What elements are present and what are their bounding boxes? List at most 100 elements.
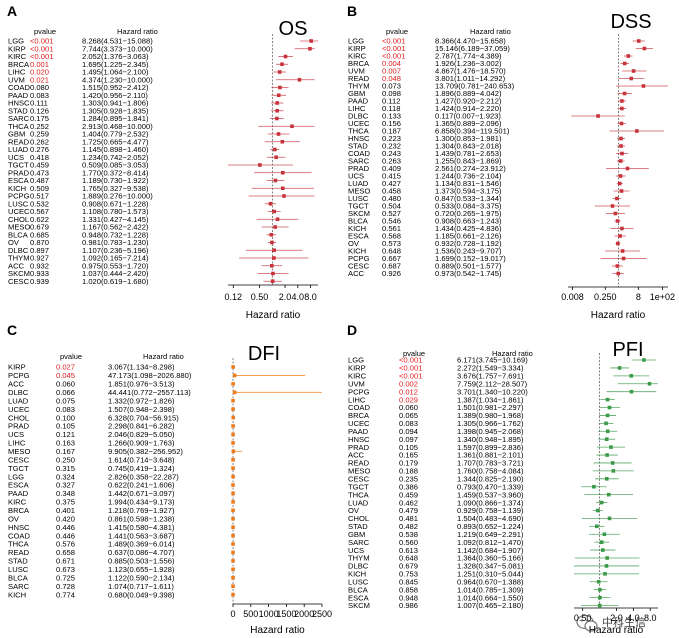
- row-label: BRCA: [348, 411, 370, 420]
- row-hazard-ratio: 1.424(0.914−2.220): [435, 104, 502, 113]
- row-pvalue: 0.100: [56, 413, 75, 422]
- row-pvalue: 0.927: [30, 254, 49, 263]
- row-hazard-ratio: 1.218(0.769−1.927): [108, 506, 175, 515]
- hr-point: [277, 70, 282, 74]
- row-label: ESCA: [348, 232, 370, 241]
- forest-row: MESO 0.458 1.373(0.594−3.175): [348, 187, 630, 196]
- row-hazard-ratio: 0.893(0.652−1.224): [457, 522, 524, 531]
- row-pvalue: 0.235: [399, 475, 418, 484]
- forest-row: READ 0.048 3.801(1.011−14.292): [348, 74, 644, 83]
- row-hazard-ratio: 0.973(0.542−1.745): [435, 269, 502, 278]
- row-pvalue: <0.001: [399, 372, 422, 381]
- forest-row: PCPG 0.667 1.699(0.152−19.017): [348, 254, 647, 263]
- row-label: UCEC: [8, 207, 30, 216]
- row-pvalue: <0.001: [399, 364, 422, 373]
- panel-title: PFI: [612, 339, 643, 361]
- row-label: SARC: [348, 157, 370, 166]
- hr-point: [231, 449, 236, 454]
- row-label: BRCA: [8, 60, 30, 69]
- hr-point: [610, 461, 615, 465]
- row-label: READ: [348, 459, 370, 468]
- row-label: ACC: [8, 380, 25, 389]
- x-axis-label: Hazard ratio: [246, 310, 301, 321]
- hr-point: [280, 170, 285, 175]
- forest-row: LGG <0.001 8.366(4.470−15.658): [348, 37, 645, 46]
- forest-row: LGG <0.001 8.268(4.531−15.088): [8, 37, 318, 46]
- hr-point: [272, 248, 276, 253]
- row-pvalue: 0.065: [399, 411, 418, 420]
- row-hazard-ratio: 1.770(0.372−8.414): [82, 168, 149, 177]
- hr-point: [605, 556, 609, 560]
- hr-point: [231, 559, 235, 563]
- row-label: PRAD: [348, 164, 370, 173]
- row-hazard-ratio: 0.117(0.007−1.923): [435, 112, 501, 121]
- row-hazard-ratio: 1.107(0.236−5.196): [82, 246, 149, 255]
- row-label: LIHC: [348, 395, 366, 404]
- hr-point: [278, 85, 282, 90]
- row-hazard-ratio: 1.765(0.327−9.538): [82, 184, 149, 193]
- row-label: UCEC: [348, 119, 370, 128]
- panel-letter: D: [347, 322, 357, 338]
- forest-row: KIRP <0.001 15.146(6.189−37.059): [348, 44, 653, 53]
- forest-row: TGCT 0.459 0.509(0.085−3.053): [8, 161, 293, 170]
- row-label: KIRP: [8, 44, 26, 53]
- forest-row: LUAD 0.427 1.134(0.831−1.546): [348, 179, 623, 188]
- row-hazard-ratio: 1.344(0.825−2.190): [457, 475, 524, 484]
- hr-point: [231, 398, 235, 403]
- row-label: STAD: [8, 106, 28, 115]
- row-hazard-ratio: 1.389(0.980−1.968): [457, 411, 524, 420]
- row-hazard-ratio: 0.509(0.085−3.053): [82, 161, 149, 170]
- row-label: LGG: [348, 37, 364, 46]
- hr-point: [275, 217, 280, 222]
- row-label: COAD: [348, 403, 370, 412]
- hr-point: [636, 39, 641, 43]
- forest-row: THCA 0.252 2.913(0.468−10.000): [8, 122, 315, 131]
- row-pvalue: 0.679: [399, 562, 418, 571]
- hr-point: [598, 595, 602, 600]
- forest-row: LUSC 0.480 0.847(0.533−1.344): [348, 194, 622, 203]
- row-hazard-ratio: 3.676(1.757−7.691): [457, 372, 524, 381]
- row-label: MESO: [8, 447, 30, 456]
- row-pvalue: 0.094: [399, 427, 418, 436]
- hr-point: [626, 54, 631, 58]
- forest-row: COAD 0.060 1.501(0.981−2.297): [348, 403, 620, 412]
- forest-row: SKCM 0.986 1.007(0.465−2.180): [348, 601, 619, 610]
- hr-point: [610, 204, 615, 208]
- hr-point: [231, 491, 235, 496]
- row-hazard-ratio: 1.304(0.843−2.018): [435, 142, 502, 151]
- hr-point: [231, 575, 235, 580]
- hr-point: [617, 181, 622, 186]
- hr-point: [232, 390, 237, 395]
- row-label: ACC: [348, 269, 365, 278]
- x-tick-label: 2500: [312, 609, 332, 619]
- row-label: DLBC: [348, 562, 369, 571]
- row-pvalue: 0.066: [56, 388, 75, 397]
- hr-point: [231, 567, 235, 572]
- row-hazard-ratio: 13.709(0.781−240.653): [435, 82, 515, 91]
- row-hazard-ratio: 1.020(0.619−1.680): [82, 277, 149, 286]
- row-hazard-ratio: 6.328(0.704−56.915): [108, 413, 179, 422]
- hr-point: [231, 483, 235, 487]
- row-label: LUAD: [8, 145, 29, 154]
- row-hazard-ratio: 1.926(1.236−3.002): [435, 59, 502, 68]
- hr-point: [231, 407, 235, 411]
- forest-row: LUAD 0.276 1.145(0.898−1.460): [8, 145, 280, 154]
- row-hazard-ratio: 0.932(0.728−1.192): [435, 239, 502, 248]
- hr-point: [275, 108, 279, 113]
- hr-point: [615, 264, 620, 268]
- row-label: KIRP: [348, 44, 366, 53]
- forest-row: HNSC 0.446 1.415(0.580−4.381): [8, 523, 235, 532]
- row-hazard-ratio: 1.219(0.649−2.291): [457, 530, 524, 539]
- hr-point: [270, 263, 274, 268]
- panel-title: OS: [279, 18, 308, 40]
- forest-row: UCEC 0.567 1.108(0.780−1.573): [8, 207, 281, 216]
- row-pvalue: 0.561: [382, 224, 401, 233]
- row-pvalue: 0.073: [382, 82, 401, 91]
- forest-row: BLCA 0.685 0.948(0.732−1.228): [8, 230, 277, 239]
- row-pvalue: 0.858: [399, 585, 418, 594]
- row-label: OV: [8, 514, 20, 523]
- row-label: THCA: [8, 540, 30, 549]
- row-label: SARC: [8, 582, 30, 591]
- forest-row: LIHC 0.163 1.266(0.909−1.763): [8, 439, 235, 448]
